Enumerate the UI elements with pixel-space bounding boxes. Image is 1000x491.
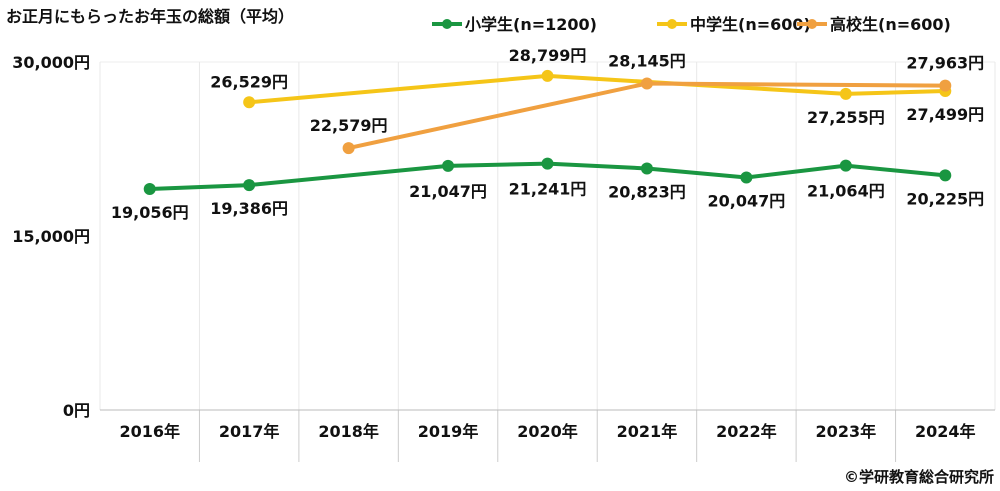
chart-title: お正月にもらったお年玉の総額（平均） <box>6 7 294 26</box>
data-point <box>243 179 256 192</box>
legend-marker <box>807 19 817 29</box>
data-label: 20,047円 <box>708 191 786 210</box>
data-point <box>541 157 554 170</box>
data-point <box>442 159 455 172</box>
data-label: 20,823円 <box>608 182 686 201</box>
legend-item: 小学生(n=1200) <box>432 15 597 34</box>
data-point <box>839 87 852 100</box>
series-line <box>149 161 946 191</box>
data-label: 21,241円 <box>509 180 587 199</box>
x-tick-label: 2017年 <box>219 422 280 441</box>
data-label: 27,255円 <box>807 108 885 127</box>
data-point <box>939 169 952 182</box>
data-point <box>143 182 156 195</box>
x-tick-label: 2018年 <box>318 422 379 441</box>
data-point <box>939 79 952 92</box>
data-label: 26,529円 <box>210 72 288 91</box>
x-tick-label: 2022年 <box>716 422 777 441</box>
x-tick-label: 2019年 <box>418 422 479 441</box>
data-label: 28,799円 <box>509 46 587 65</box>
y-tick-label: 30,000円 <box>12 53 90 72</box>
legend-item: 高校生(n=600) <box>797 15 951 34</box>
data-label: 19,386円 <box>210 199 288 218</box>
data-point <box>541 69 554 82</box>
data-label: 22,579円 <box>310 116 388 135</box>
legend-label: 小学生(n=1200) <box>465 15 597 34</box>
series-2: 22,579円 28,145円 27,963円 <box>310 52 984 155</box>
data-label: 27,499円 <box>906 105 984 124</box>
series-0: 19,056円 19,386円 21,047円 21,241円 20,823円 20,04… <box>111 157 984 222</box>
data-label: 28,145円 <box>608 52 686 71</box>
x-tick-label: 2016年 <box>119 422 180 441</box>
data-point <box>640 77 653 90</box>
data-point <box>740 171 753 184</box>
data-label: 21,064円 <box>807 182 885 201</box>
data-label: 21,047円 <box>409 182 487 201</box>
legend-label: 高校生(n=600) <box>830 15 951 34</box>
source-credit: ©学研教育総合研究所 <box>844 468 994 486</box>
legend-label: 中学生(n=600) <box>690 15 811 34</box>
data-point <box>839 159 852 172</box>
y-tick-label: 0円 <box>63 401 90 420</box>
legend-marker <box>442 19 452 29</box>
x-tick-label: 2020年 <box>517 422 578 441</box>
legend-marker <box>667 19 677 29</box>
data-point <box>342 142 355 155</box>
data-point <box>640 162 653 175</box>
data-point <box>243 96 256 109</box>
legend-item: 中学生(n=600) <box>657 15 811 34</box>
x-tick-label: 2021年 <box>617 422 678 441</box>
x-tick-label: 2023年 <box>816 422 877 441</box>
y-tick-label: 15,000円 <box>12 227 90 246</box>
data-label: 20,225円 <box>906 189 984 208</box>
data-label: 27,963円 <box>906 54 984 73</box>
data-label: 19,056円 <box>111 203 189 222</box>
x-tick-label: 2024年 <box>915 422 976 441</box>
